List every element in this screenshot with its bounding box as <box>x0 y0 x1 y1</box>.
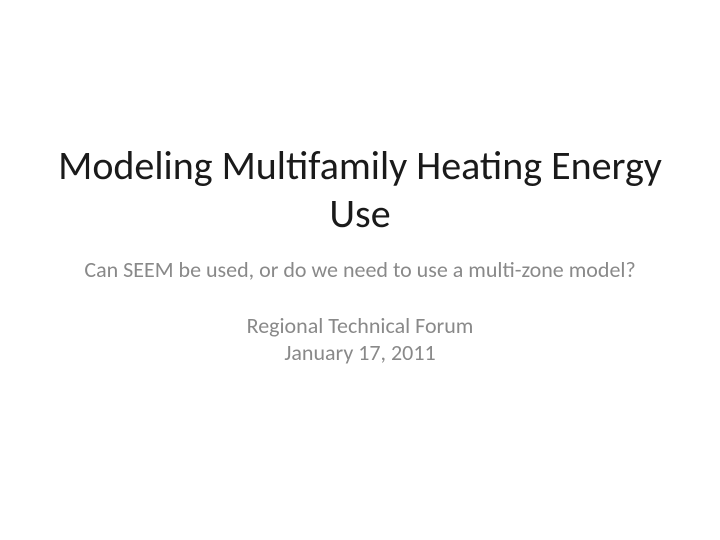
slide-title: Modeling Multifamily Heating Energy Use <box>40 142 680 238</box>
presentation-slide: Modeling Multifamily Heating Energy Use … <box>0 0 720 540</box>
slide-date: January 17, 2011 <box>284 339 435 367</box>
slide-subtitle: Can SEEM be used, or do we need to use a… <box>84 256 635 284</box>
slide-forum: Regional Technical Forum <box>247 312 474 340</box>
